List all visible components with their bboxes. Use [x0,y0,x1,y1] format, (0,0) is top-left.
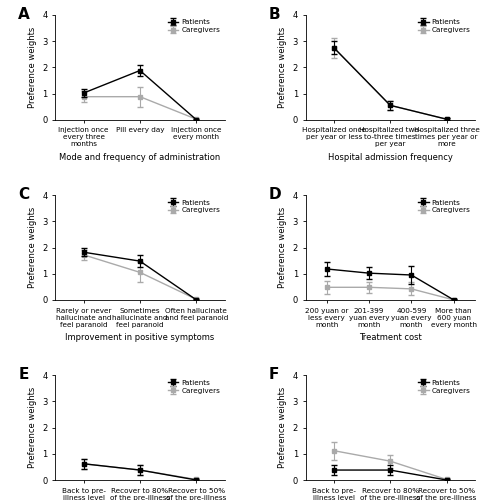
Text: A: A [18,6,30,22]
Text: C: C [18,187,29,202]
Y-axis label: Preference weights: Preference weights [28,26,37,108]
Y-axis label: Preference weights: Preference weights [278,387,287,468]
Legend: Patients, Caregivers: Patients, Caregivers [167,18,221,34]
Legend: Patients, Caregivers: Patients, Caregivers [167,379,221,394]
Text: F: F [268,367,279,382]
X-axis label: Treatment cost: Treatment cost [359,333,422,342]
X-axis label: Improvement in positive symptoms: Improvement in positive symptoms [66,333,214,342]
Legend: Patients, Caregivers: Patients, Caregivers [417,379,471,394]
Text: B: B [268,6,280,22]
X-axis label: Hospital admission frequency: Hospital admission frequency [328,153,453,162]
Legend: Patients, Caregivers: Patients, Caregivers [417,198,471,214]
Y-axis label: Preference weights: Preference weights [278,26,287,108]
Y-axis label: Preference weights: Preference weights [28,207,37,288]
Legend: Patients, Caregivers: Patients, Caregivers [167,198,221,214]
Text: E: E [18,367,28,382]
Y-axis label: Preference weights: Preference weights [278,207,287,288]
Legend: Patients, Caregivers: Patients, Caregivers [417,18,471,34]
X-axis label: Mode and frequency of administration: Mode and frequency of administration [59,153,221,162]
Y-axis label: Preference weights: Preference weights [28,387,37,468]
Text: D: D [268,187,281,202]
